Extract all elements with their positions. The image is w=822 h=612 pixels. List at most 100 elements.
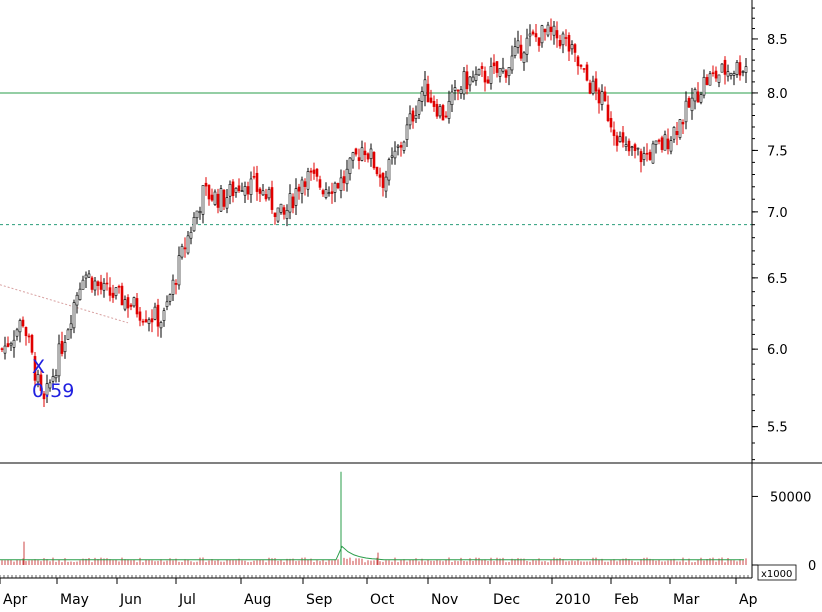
- candle-body: [462, 71, 466, 95]
- candle-body: [318, 179, 322, 188]
- candle-body: [360, 147, 364, 161]
- candle-body: [432, 100, 436, 107]
- candle-body: [249, 178, 253, 195]
- candle-body: [525, 37, 529, 55]
- candle-body: [105, 282, 109, 285]
- candle-body: [576, 56, 580, 67]
- volume-tick-label: 50000: [770, 490, 811, 505]
- candle-body: [330, 191, 334, 194]
- candle-body: [723, 59, 727, 75]
- month-tick-label: May: [60, 592, 89, 607]
- candle-body: [159, 322, 163, 329]
- candle-body: [702, 76, 706, 96]
- candle-body: [531, 31, 535, 35]
- candle-body: [309, 170, 313, 173]
- candle-body: [573, 44, 577, 53]
- candle-body: [564, 37, 568, 39]
- candle-body: [369, 148, 373, 159]
- candle-body: [498, 68, 502, 77]
- candle-body: [537, 37, 541, 46]
- candle-body: [240, 190, 244, 193]
- candle-body: [180, 246, 184, 258]
- candle-body: [405, 124, 409, 140]
- candle-body: [669, 140, 673, 152]
- candle-body: [111, 292, 115, 298]
- candle-body: [15, 329, 19, 337]
- candle-body: [594, 78, 598, 92]
- candle-body: [12, 339, 16, 348]
- candle-body: [711, 72, 715, 74]
- candle-body: [654, 140, 658, 145]
- candle-body: [366, 153, 370, 160]
- candle-body: [411, 110, 415, 122]
- candle-body: [66, 329, 70, 340]
- candle-body: [438, 106, 442, 117]
- candle-body: [417, 100, 421, 115]
- candle-body: [519, 44, 523, 59]
- candle-body: [60, 340, 64, 354]
- candle-body: [336, 183, 340, 189]
- candle-body: [75, 294, 79, 306]
- candle-body: [426, 83, 430, 103]
- candle-body: [33, 356, 37, 381]
- candle-body: [51, 376, 55, 382]
- candle-body: [255, 172, 259, 192]
- candle-body: [84, 274, 88, 279]
- candle-body: [735, 62, 739, 75]
- candle-body: [513, 46, 517, 56]
- candle-body: [717, 74, 721, 83]
- candle-body: [372, 152, 376, 169]
- candle-body: [9, 342, 13, 346]
- candle-body: [237, 185, 241, 192]
- candle-body: [228, 184, 232, 197]
- candle-body: [738, 62, 742, 76]
- candle-body: [153, 306, 157, 320]
- candle-body: [534, 33, 538, 38]
- candle-body: [117, 285, 121, 288]
- candle-body: [579, 64, 583, 67]
- candle-body: [156, 304, 160, 327]
- candle-body: [603, 91, 607, 102]
- month-tick-label: Ap: [739, 592, 758, 607]
- candle-body: [453, 87, 457, 91]
- candle-body: [279, 203, 283, 213]
- month-tick-label: Apr: [3, 592, 27, 607]
- candle-body: [402, 141, 406, 151]
- candle-body: [210, 194, 214, 201]
- candle-body: [108, 287, 112, 296]
- candle-body: [261, 190, 265, 196]
- price-tick-label: 7.0: [767, 206, 788, 221]
- candle-body: [144, 319, 148, 323]
- candle-body: [348, 157, 352, 174]
- candle-body: [696, 91, 700, 103]
- candle-body: [387, 159, 391, 181]
- candle-body: [633, 144, 637, 151]
- candle-body: [303, 181, 307, 187]
- candle-body: [540, 25, 544, 44]
- candle-body: [351, 152, 355, 161]
- candle-body: [21, 319, 25, 327]
- candle-body: [3, 345, 7, 354]
- candle-body: [165, 301, 169, 307]
- annotation-marker: X: [32, 356, 45, 378]
- price-tick-label: 6.5: [767, 272, 788, 287]
- candle-body: [486, 79, 490, 84]
- candle-body: [195, 210, 199, 219]
- candle-body: [138, 311, 142, 321]
- candle-body: [69, 323, 73, 330]
- candle-body: [732, 73, 736, 76]
- volume-tick-label: 0: [808, 559, 816, 574]
- candle-body: [543, 28, 547, 33]
- month-tick-label: Nov: [431, 592, 458, 607]
- candle-body: [558, 40, 562, 47]
- candle-body: [312, 169, 316, 174]
- candle-body: [54, 375, 58, 379]
- candle-body: [27, 335, 31, 338]
- month-tick-label: Feb: [614, 592, 639, 607]
- candle-body: [135, 298, 139, 315]
- candle-body: [63, 342, 67, 353]
- candle-body: [657, 139, 661, 142]
- candle-body: [174, 283, 178, 285]
- candle-body: [234, 187, 238, 193]
- candle-body: [555, 30, 559, 39]
